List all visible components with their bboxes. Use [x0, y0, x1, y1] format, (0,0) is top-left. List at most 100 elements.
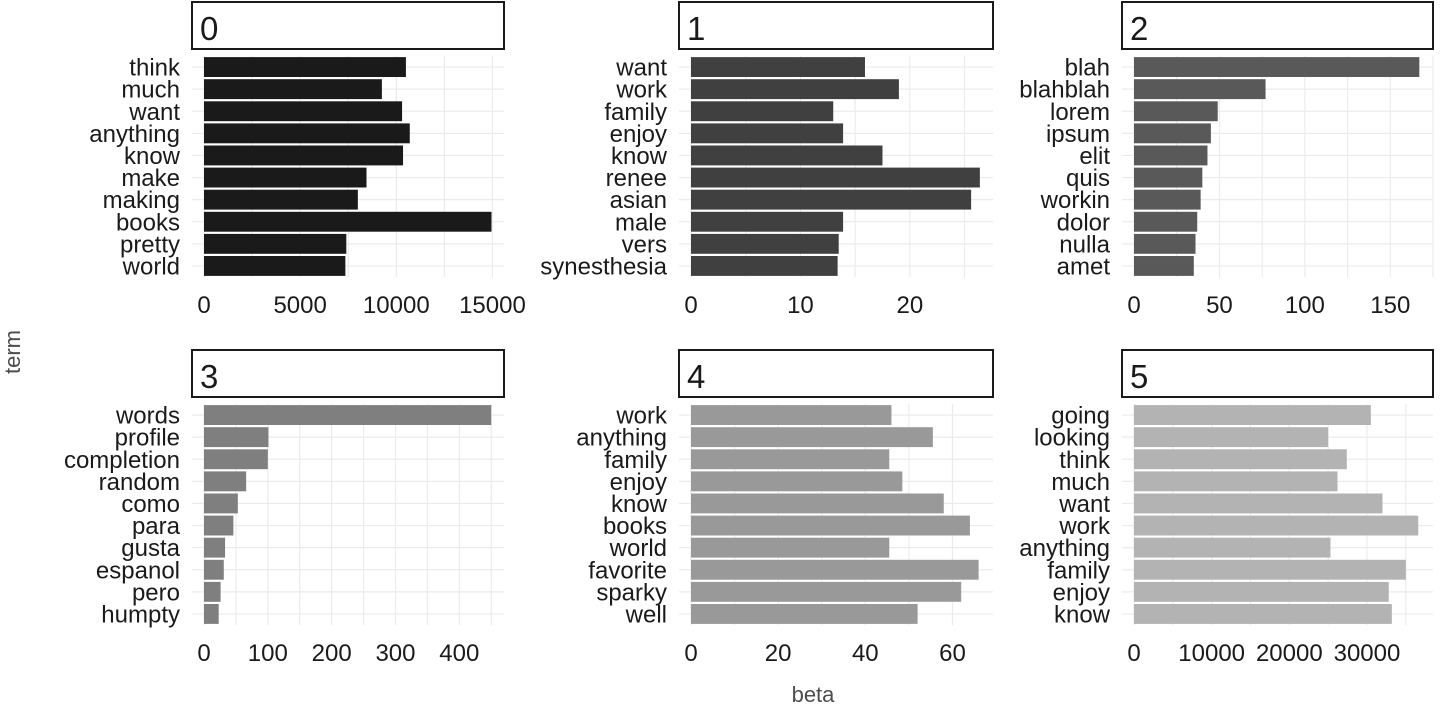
bar-lorem — [1134, 101, 1218, 122]
bar-work — [691, 405, 892, 425]
bar-humpty — [204, 604, 219, 624]
bar-anything — [204, 123, 410, 144]
facet-strip-label: 0 — [200, 10, 218, 47]
bar-want — [691, 57, 865, 77]
bar-think — [1134, 449, 1347, 470]
term-label: elit — [1079, 143, 1110, 170]
bar-vers — [691, 233, 839, 254]
bar-como — [204, 493, 238, 514]
term-label: work — [615, 403, 668, 430]
bar-books — [691, 515, 970, 536]
x-tick-label: 15000 — [459, 292, 526, 319]
term-label: blahblah — [1019, 77, 1110, 104]
term-label: know — [611, 491, 668, 518]
term-label: words — [115, 403, 180, 430]
bar-work — [691, 79, 899, 100]
facet-strip-label: 4 — [687, 358, 705, 395]
term-label: dolor — [1057, 209, 1110, 236]
bar-amet — [1134, 256, 1194, 276]
term-label: want — [1058, 491, 1110, 518]
term-label: male — [615, 209, 667, 236]
facet-strip-label: 1 — [687, 10, 705, 47]
term-label: gusta — [121, 535, 180, 562]
facet-strip-label: 2 — [1130, 10, 1148, 47]
bar-books — [204, 211, 492, 232]
x-tick-label: 60 — [939, 640, 966, 667]
bar-enjoy — [691, 471, 903, 492]
bar-anything — [1134, 537, 1331, 558]
term-label: amet — [1057, 253, 1111, 280]
x-tick-label: 10000 — [363, 292, 430, 319]
x-tick-label: 30000 — [1334, 640, 1401, 667]
term-label: favorite — [588, 557, 667, 584]
facet-strip — [1121, 1, 1434, 50]
term-label: random — [99, 469, 180, 496]
term-label: como — [121, 491, 180, 518]
x-tick-label: 150 — [1370, 292, 1410, 319]
facet-strip — [191, 1, 505, 50]
term-label: want — [128, 99, 180, 126]
term-label: work — [615, 77, 668, 104]
x-tick-label: 300 — [375, 640, 415, 667]
bar-workin — [1134, 189, 1201, 210]
panels-group: 0thinkmuchwantanythingknowmakemakingbook… — [64, 1, 1434, 667]
x-tick-label: 400 — [439, 640, 479, 667]
facet-panel-4: 4 workanythingfamilyenjoyknowbooksworldfa… — [576, 349, 994, 667]
bar-know — [691, 145, 883, 166]
bar-family — [691, 101, 834, 122]
term-label: anything — [576, 425, 667, 452]
term-label: pretty — [120, 231, 180, 258]
term-label: vers — [622, 231, 667, 258]
term-label: know — [611, 143, 668, 170]
term-label: work — [1058, 513, 1111, 540]
term-label: humpty — [101, 601, 180, 628]
x-tick-label: 100 — [1285, 292, 1325, 319]
term-label: workin — [1040, 187, 1110, 214]
bar-pero — [204, 581, 221, 602]
facet-panel-0: 0 thinkmuchwantanythingknowmakemakingbook… — [89, 1, 526, 319]
term-label: know — [124, 143, 181, 170]
bar-make — [204, 167, 367, 188]
term-label: make — [121, 165, 180, 192]
bar-nulla — [1134, 233, 1196, 254]
facet-strip — [1121, 349, 1434, 398]
bar-espanol — [204, 559, 224, 580]
bar-para — [204, 515, 234, 536]
term-label: world — [609, 535, 667, 562]
x-tick-label: 0 — [684, 292, 697, 319]
term-label: much — [121, 77, 180, 104]
bar-random — [204, 471, 247, 492]
bar-family — [1134, 559, 1406, 580]
bar-know — [691, 493, 944, 514]
bar-much — [204, 79, 382, 100]
bar-enjoy — [1134, 581, 1389, 602]
x-tick-label: 20000 — [1256, 640, 1323, 667]
term-label: think — [1059, 447, 1111, 474]
x-tick-label: 0 — [1127, 640, 1140, 667]
term-label: making — [103, 187, 180, 214]
term-label: world — [122, 253, 180, 280]
term-label: blah — [1065, 55, 1110, 82]
x-tick-label: 0 — [1127, 292, 1140, 319]
term-label: looking — [1034, 425, 1110, 452]
term-label: ipsum — [1046, 121, 1110, 148]
term-label: lorem — [1050, 99, 1110, 126]
facet-panel-1: 1 wantworkfamilyenjoyknowreneeasianmaleve… — [540, 1, 994, 319]
x-tick-label: 5000 — [273, 292, 326, 319]
bar-making — [204, 189, 358, 210]
bar-work — [1134, 515, 1419, 536]
bar-world — [691, 537, 890, 558]
x-tick-label: 200 — [312, 640, 352, 667]
term-label: much — [1051, 469, 1110, 496]
bar-gusta — [204, 537, 226, 558]
bar-dolor — [1134, 211, 1198, 232]
bar-anything — [691, 427, 933, 448]
bar-looking — [1134, 427, 1329, 448]
term-label: want — [615, 55, 667, 82]
x-tick-label: 10 — [787, 292, 814, 319]
bar-going — [1134, 405, 1371, 425]
term-label: espanol — [96, 557, 180, 584]
x-tick-label: 40 — [852, 640, 879, 667]
x-tick-label: 100 — [248, 640, 288, 667]
x-tick-label: 20 — [765, 640, 792, 667]
